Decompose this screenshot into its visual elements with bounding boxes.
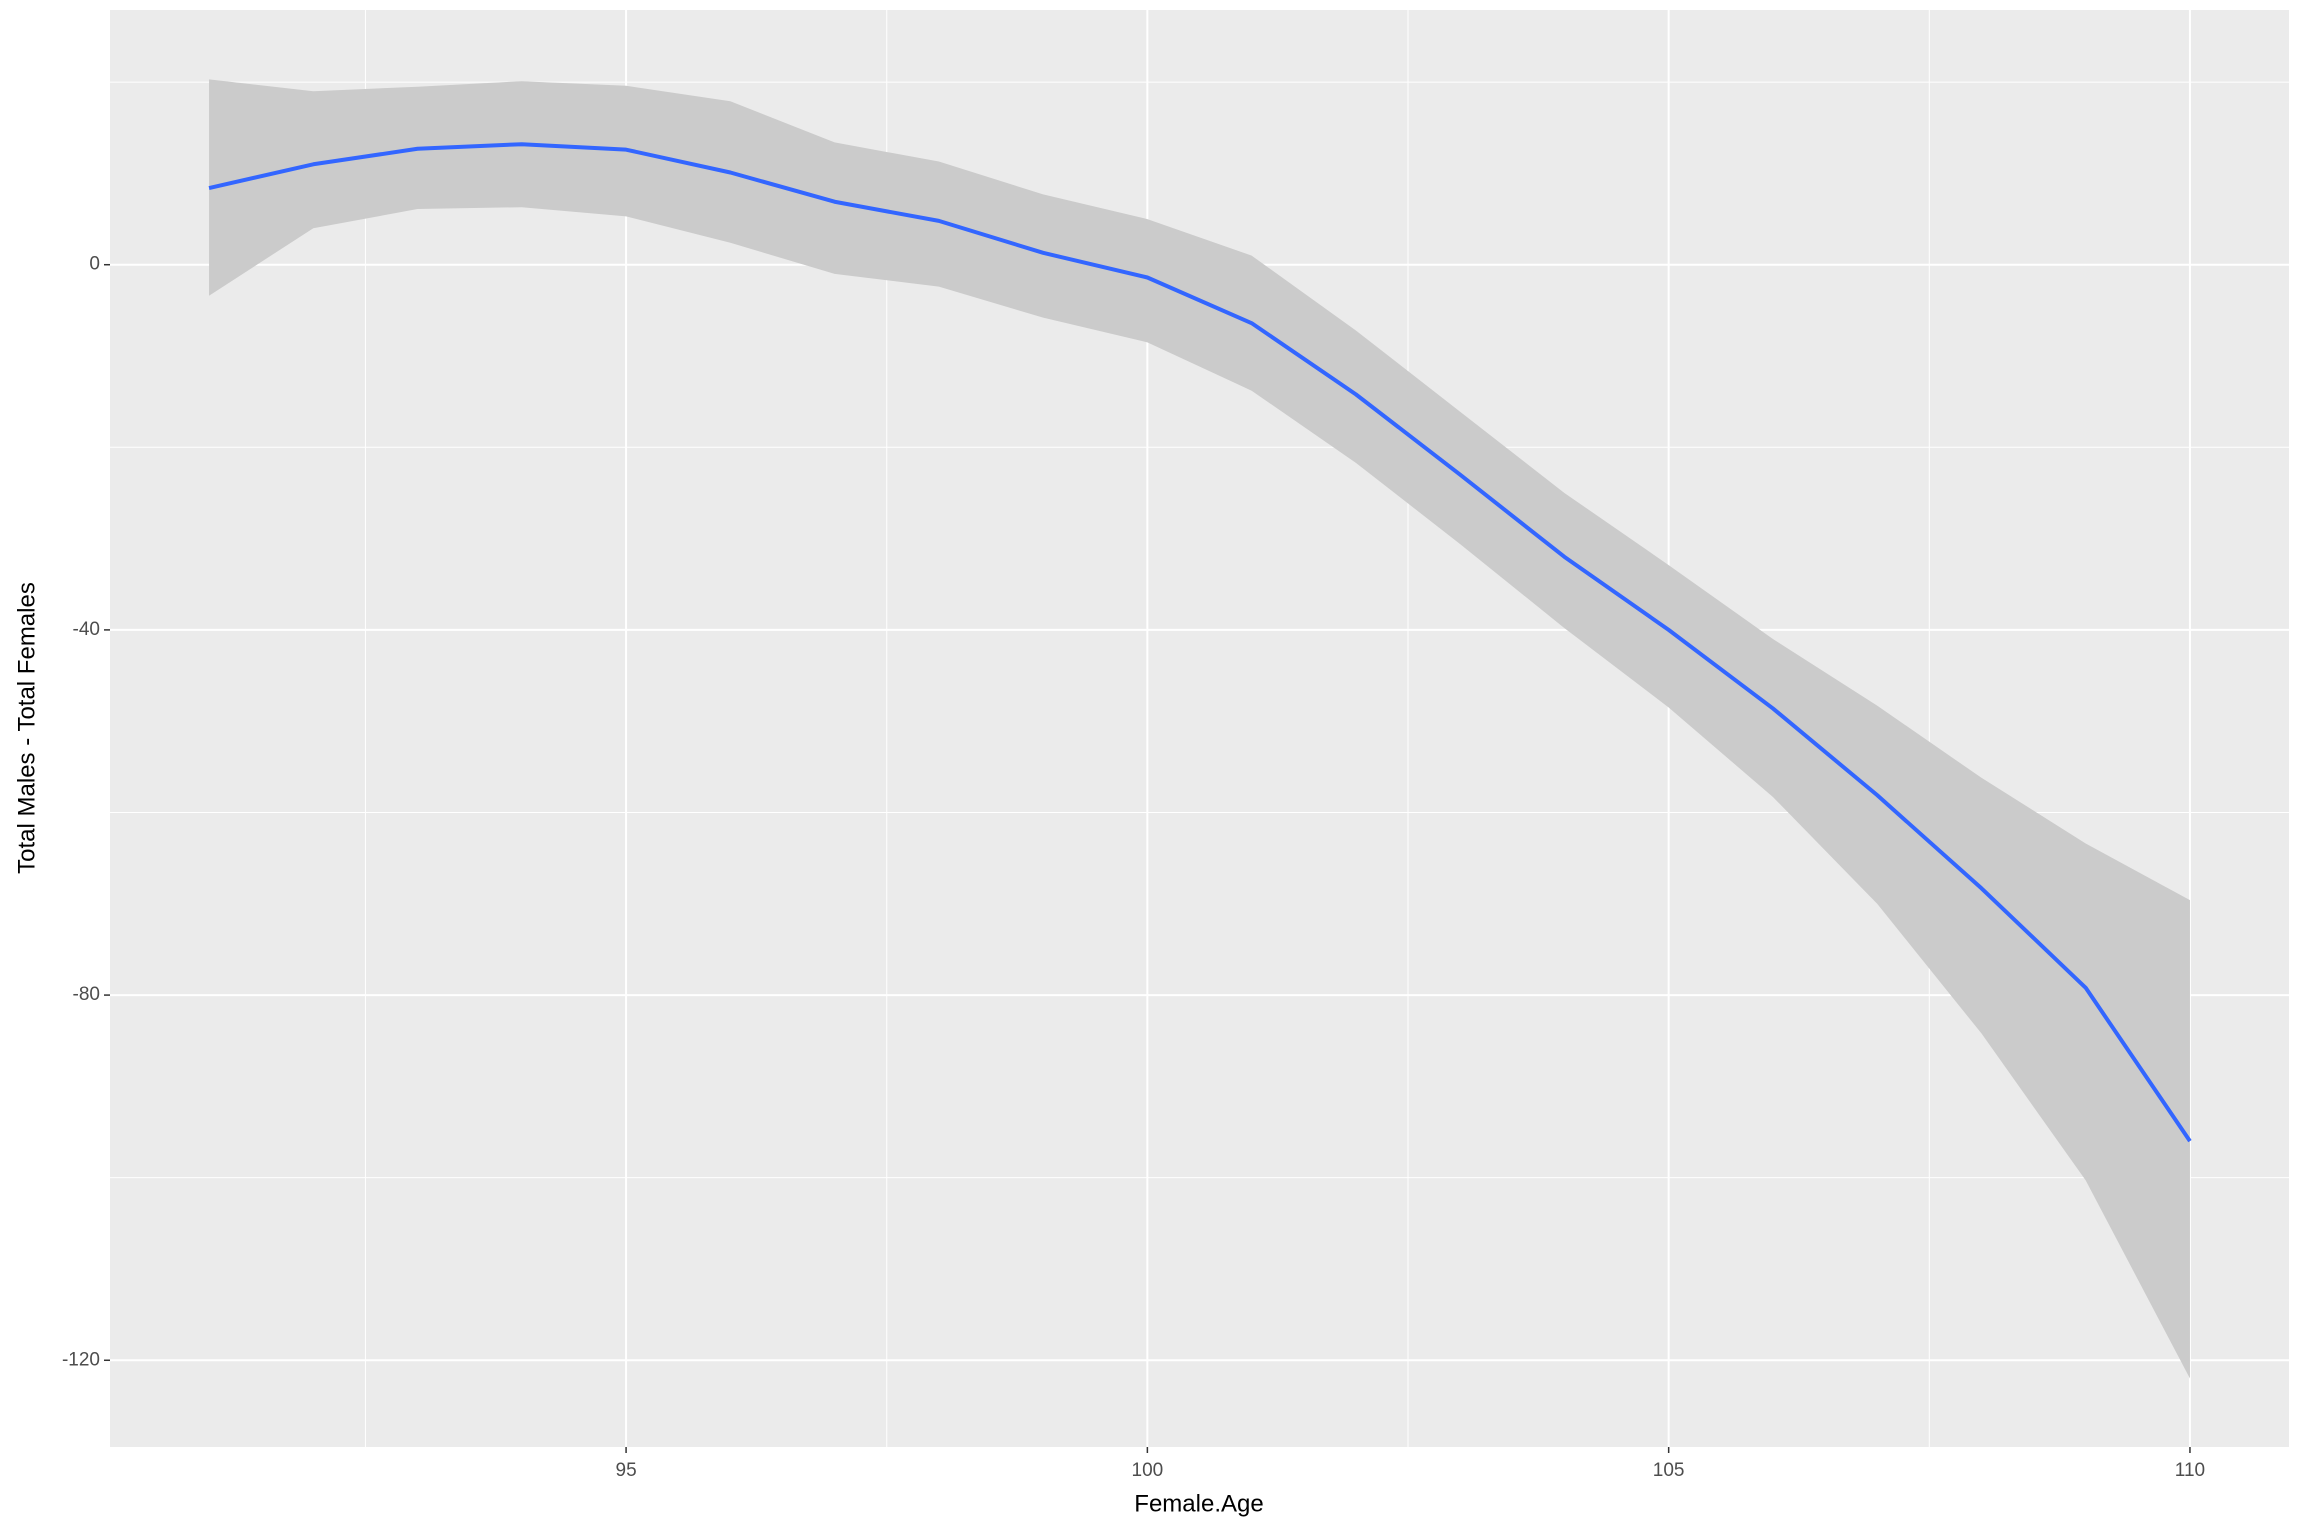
x-tick-label: 95 (616, 1460, 637, 1481)
confidence-band (209, 79, 2190, 1379)
y-tick-label: -120 (62, 1349, 100, 1370)
x-tick-label: 105 (1653, 1460, 1685, 1481)
y-tick-label: 0 (89, 254, 100, 275)
x-tick-label: 110 (2175, 1460, 2205, 1481)
y-tick-label: -80 (73, 984, 100, 1005)
line (208, 142, 2192, 1143)
y-tick-label: -40 (73, 619, 100, 640)
x-tick-label: 100 (1132, 1460, 1164, 1481)
x-axis-title: Female.Age (1134, 1490, 1263, 1517)
panel (110, 10, 2289, 1447)
y-axis-title: Total Males - Total Females (13, 582, 40, 874)
